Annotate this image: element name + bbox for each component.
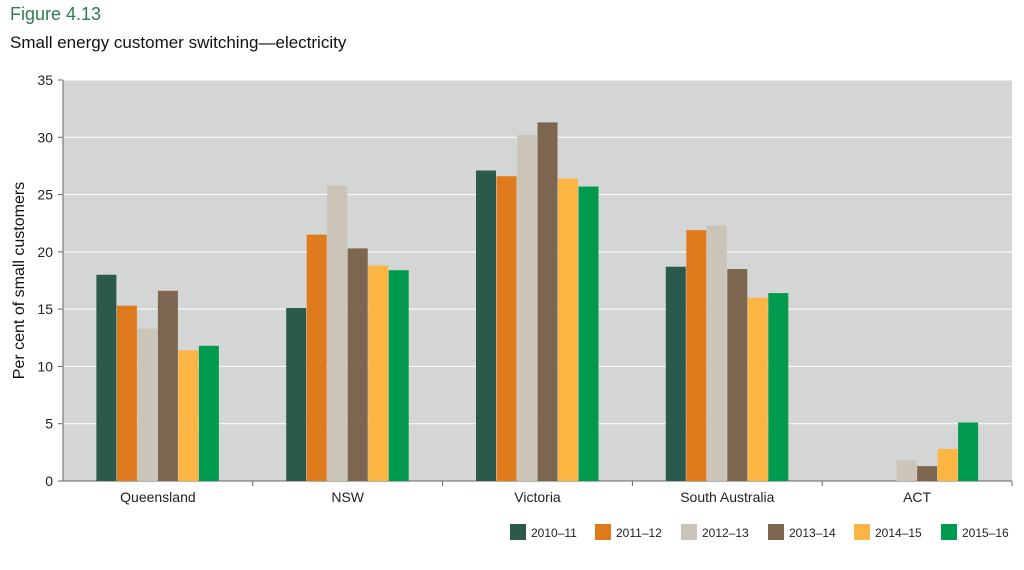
bar (178, 350, 199, 481)
legend-label: 2011–12 (616, 526, 662, 540)
y-tick-label: 15 (37, 301, 53, 317)
bar (686, 230, 707, 481)
x-tick-label: ACT (903, 489, 931, 505)
legend-label: 2010–11 (531, 526, 577, 540)
bar (157, 290, 178, 481)
figure-label: Figure 4.13 (10, 4, 102, 24)
legend-swatch (768, 524, 784, 540)
bar (537, 122, 558, 482)
y-tick-label: 10 (37, 358, 53, 374)
legend-label: 2015–16 (962, 526, 1009, 540)
bar (706, 225, 727, 481)
x-tick-label: NSW (331, 489, 364, 505)
legend-swatch (595, 524, 611, 540)
bar (327, 185, 348, 482)
bar (96, 274, 117, 481)
bar (747, 297, 768, 481)
bar (558, 178, 578, 481)
x-tick-label: Queensland (120, 489, 196, 505)
legend-swatch (510, 524, 526, 540)
bar (198, 345, 219, 481)
bar (665, 266, 686, 481)
legend-swatch (941, 524, 957, 540)
bar (727, 269, 748, 481)
bar (958, 422, 979, 481)
y-tick-label: 25 (37, 187, 53, 203)
y-tick-label: 30 (37, 129, 53, 145)
bar (768, 293, 789, 481)
bar (347, 248, 368, 481)
bar (578, 186, 599, 481)
legend-label: 2014–15 (875, 526, 922, 540)
bar (917, 466, 938, 481)
bar (286, 307, 307, 481)
y-axis-label: Per cent of small customers (11, 182, 28, 379)
bar (476, 170, 496, 482)
x-tick-label: South Australia (680, 489, 774, 505)
chart-title: Small energy customer switching—electric… (10, 33, 347, 52)
bar (388, 270, 409, 481)
bar (368, 265, 389, 481)
x-tick-label: Victoria (514, 489, 561, 505)
bar (496, 176, 517, 482)
bar (116, 305, 137, 481)
legend-swatch (681, 524, 697, 540)
bar (896, 460, 917, 481)
bar (937, 448, 958, 481)
bar (137, 328, 158, 481)
y-tick-label: 35 (37, 72, 53, 88)
legend-swatch (854, 524, 870, 540)
bar (306, 234, 327, 481)
bar (517, 134, 537, 481)
legend-label: 2012–13 (702, 526, 749, 540)
y-tick-label: 0 (45, 473, 53, 489)
y-tick-label: 5 (45, 416, 53, 432)
legend-label: 2013–14 (789, 526, 836, 540)
y-tick-label: 20 (37, 244, 53, 260)
